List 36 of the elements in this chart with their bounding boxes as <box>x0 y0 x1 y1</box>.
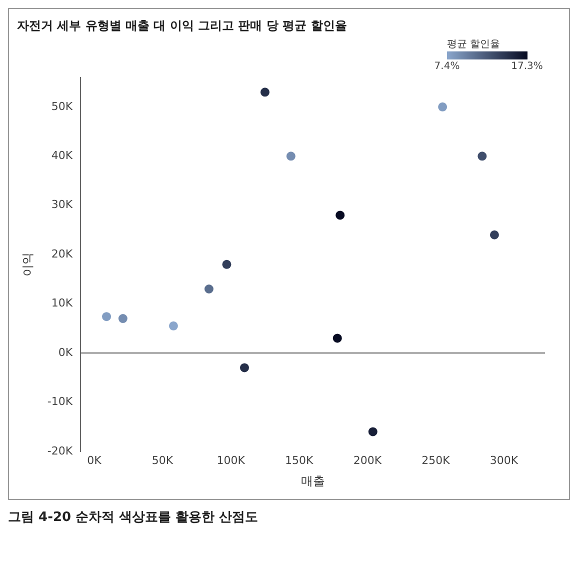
x-axis-title: 매출 <box>300 474 325 488</box>
point <box>240 363 249 372</box>
point <box>222 260 232 269</box>
point <box>368 427 378 436</box>
point <box>490 230 499 240</box>
y-tick-label: 40K <box>51 148 74 162</box>
point <box>168 321 178 330</box>
color-bar-title: 평균 할인율 <box>447 38 500 50</box>
x-tick-label: 300K <box>490 454 519 467</box>
y-axis-title: 이익 <box>20 252 34 276</box>
point <box>260 88 270 97</box>
y-tick-label: 50K <box>51 100 74 113</box>
x-tick-label: 200K <box>353 454 382 467</box>
y-tick-label: 30K <box>51 198 74 212</box>
point <box>332 334 342 343</box>
x-tick-label: 50K <box>152 454 174 467</box>
point <box>286 152 296 161</box>
color-bar-label: 7.4% <box>434 60 460 72</box>
y-tick-label: -10K <box>47 395 74 408</box>
caption: 그림 4-20 순차적 색상표를 활용한 산점도 <box>8 509 260 526</box>
y-tick-label: 0K <box>58 346 74 359</box>
x-tick-label: 0K <box>87 454 102 467</box>
color-bar-label: 17.3% <box>511 60 543 72</box>
x-tick-label: 150K <box>285 454 314 467</box>
point <box>478 152 487 161</box>
point <box>204 284 214 294</box>
y-tick-label: 10K <box>51 296 74 310</box>
point <box>118 314 128 324</box>
y-tick-label: 20K <box>51 247 74 260</box>
y-tick-label: -20K <box>47 444 74 458</box>
point <box>438 102 448 112</box>
point <box>102 312 112 322</box>
x-tick-label: 250K <box>422 454 451 467</box>
point <box>336 210 345 220</box>
x-tick-label: 100K <box>216 454 246 467</box>
chart-title: 자전거 세부 유형별 매출 대 이익 그리고 판매 당 평균 할인율 <box>17 18 347 32</box>
